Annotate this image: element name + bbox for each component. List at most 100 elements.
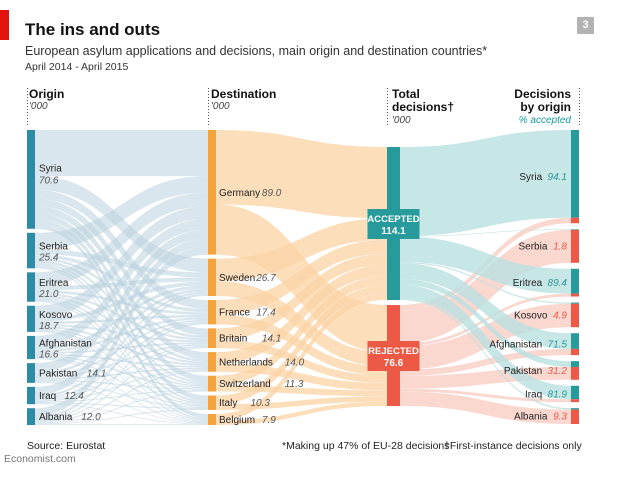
origin-destination-flow bbox=[35, 356, 208, 408]
accepted-decision-flow bbox=[400, 278, 571, 367]
decision-accepted-bar-albania bbox=[571, 408, 579, 410]
destination-value-italy: 10.3 bbox=[251, 398, 271, 409]
origin-destination-flow bbox=[35, 189, 208, 310]
destination-label-france: France bbox=[219, 308, 251, 319]
destination-bar-netherlands bbox=[208, 352, 216, 372]
decision-accepted-bar-iraq bbox=[571, 385, 579, 400]
destination-bar-sweden bbox=[208, 258, 216, 296]
destination-bar-switzerland bbox=[208, 375, 216, 392]
accepted-value: 114.1 bbox=[381, 226, 406, 237]
decision-accepted-bar-eritrea bbox=[571, 268, 579, 294]
origin-column-unit: '000 bbox=[29, 101, 48, 112]
origin-bar-pakistan bbox=[27, 363, 35, 383]
destination-accepted-flow bbox=[216, 293, 387, 421]
rejected-decision-flow bbox=[400, 391, 571, 424]
rejected-decision-flow bbox=[400, 293, 571, 347]
accepted-decision-flow bbox=[400, 261, 571, 304]
origin-label-pakistan: Pakistan bbox=[39, 368, 77, 379]
rejected-decision-flow bbox=[400, 366, 571, 389]
origin-destination-flow bbox=[35, 238, 208, 395]
decision-label-serbia: Serbia bbox=[518, 242, 547, 253]
total-column-unit: '000 bbox=[392, 115, 411, 126]
decision-rejected-bar-serbia bbox=[571, 229, 579, 263]
decision-rejected-bar-afghanistan bbox=[571, 348, 579, 356]
destination-column-title: Destination bbox=[211, 87, 277, 101]
origin-destination-flow bbox=[35, 206, 208, 318]
decision-rejected-bar-kosovo bbox=[571, 303, 579, 328]
decision-rejected-bar-iraq bbox=[571, 399, 579, 403]
origin-value-eritrea: 21.0 bbox=[38, 289, 59, 300]
origin-destination-flow bbox=[35, 329, 208, 406]
decision-rejected-bar-eritrea bbox=[571, 293, 579, 297]
origin-destination-flow bbox=[35, 321, 208, 399]
destination-label-germany: Germany bbox=[219, 188, 260, 199]
origin-label-albania: Albania bbox=[39, 412, 73, 423]
decision-pct-pakistan: 31.2 bbox=[548, 366, 568, 377]
origin-value-syria: 70.6 bbox=[39, 175, 59, 186]
decisions-column-title-line1: Decisions bbox=[514, 87, 571, 101]
destination-accepted-flow bbox=[216, 265, 387, 364]
flows bbox=[35, 130, 571, 425]
labels: Syria70.6Serbia25.4Eritrea21.0Kosovo18.7… bbox=[38, 163, 567, 425]
origin-destination-flow bbox=[35, 246, 208, 417]
destination-bar-france bbox=[208, 299, 216, 325]
decision-accepted-bar-afghanistan bbox=[571, 333, 579, 349]
destination-label-britain: Britain bbox=[219, 334, 247, 345]
destination-rejected-flow bbox=[216, 401, 387, 425]
decision-rejected-bar-syria bbox=[571, 217, 579, 224]
destination-accepted-flow bbox=[216, 253, 387, 341]
origin-value-afghanistan: 16.6 bbox=[39, 350, 59, 361]
origin-destination-flow bbox=[35, 229, 208, 373]
origin-destination-flow bbox=[35, 424, 208, 425]
decision-accepted-bar-kosovo bbox=[571, 302, 579, 304]
accepted-decision-flow bbox=[400, 284, 571, 400]
decision-rejected-bar-pakistan bbox=[571, 366, 579, 380]
rejected-label: REJECTED bbox=[368, 346, 419, 357]
footnote-asterisk: *Making up 47% of EU-28 decisions bbox=[282, 440, 450, 452]
accepted-decision-flow bbox=[400, 130, 571, 237]
destination-column-unit: '000 bbox=[211, 101, 230, 112]
origin-bar-syria bbox=[27, 130, 35, 229]
origin-destination-flow bbox=[35, 224, 208, 419]
destination-value-germany: 89.0 bbox=[262, 188, 282, 199]
origin-destination-flow bbox=[35, 297, 208, 386]
origin-value-kosovo: 18.7 bbox=[39, 321, 59, 332]
origin-value-pakistan: 14.1 bbox=[87, 368, 106, 379]
origin-bar-eritrea bbox=[27, 272, 35, 302]
origin-value-albania: 12.0 bbox=[81, 412, 101, 423]
origin-destination-flow bbox=[35, 218, 208, 347]
destination-label-belgium: Belgium bbox=[219, 415, 255, 426]
decision-label-eritrea: Eritrea bbox=[513, 278, 543, 289]
origin-destination-flow bbox=[35, 380, 208, 409]
footnote-dagger: †First-instance decisions only bbox=[444, 440, 582, 452]
origin-label-serbia: Serbia bbox=[39, 242, 68, 253]
destination-bar-italy bbox=[208, 395, 216, 410]
origin-destination-flow bbox=[35, 262, 208, 384]
decision-label-afghanistan: Afghanistan bbox=[489, 340, 542, 351]
decision-label-syria: Syria bbox=[519, 172, 542, 183]
destination-label-italy: Italy bbox=[219, 398, 237, 409]
date-range: April 2014 - April 2015 bbox=[25, 61, 129, 73]
origin-destination-flow bbox=[35, 192, 208, 287]
destination-label-netherlands: Netherlands bbox=[219, 357, 273, 368]
decision-pct-serbia: 1.8 bbox=[553, 242, 567, 253]
origin-destination-flow bbox=[35, 322, 208, 420]
accepted-label-box bbox=[367, 209, 420, 239]
decisions-column-title-line2: by origin bbox=[520, 100, 571, 114]
origin-label-kosovo: Kosovo bbox=[39, 310, 73, 321]
origin-destination-flow bbox=[35, 379, 208, 390]
destination-accepted-flow bbox=[216, 239, 387, 315]
origin-bar-iraq bbox=[27, 386, 35, 405]
rejected-decision-flow bbox=[400, 388, 571, 403]
origin-bar-afghanistan bbox=[27, 335, 35, 360]
destination-value-britain: 14.1 bbox=[262, 334, 281, 345]
decision-accepted-bar-serbia bbox=[571, 229, 579, 230]
rejected-label-box bbox=[367, 341, 420, 371]
decision-label-iraq: Iraq bbox=[525, 389, 542, 400]
destination-value-switzerland: 11.3 bbox=[285, 379, 304, 390]
origin-label-syria: Syria bbox=[39, 163, 62, 174]
origin-destination-flow bbox=[35, 402, 208, 410]
origin-destination-flow bbox=[35, 382, 208, 424]
origin-destination-flow bbox=[35, 327, 208, 387]
